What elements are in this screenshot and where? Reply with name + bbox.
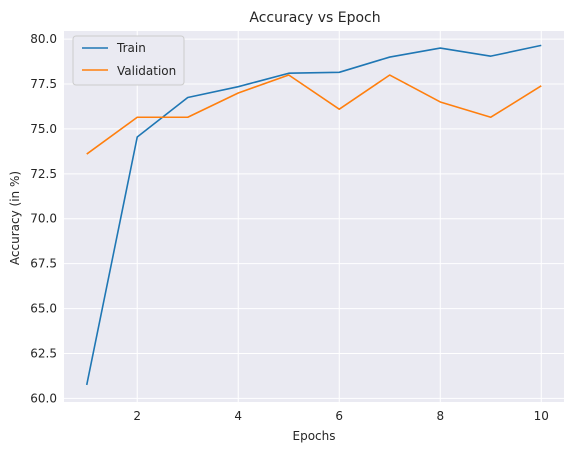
legend-label-validation: Validation (117, 64, 176, 78)
x-tick-label: 4 (234, 409, 242, 423)
y-tick-label: 65.0 (30, 302, 57, 316)
plot-area (64, 31, 564, 402)
x-tick-labels: 2 4 6 8 10 (133, 409, 549, 423)
y-tick-label: 62.5 (30, 346, 57, 360)
y-tick-labels: 60.0 62.5 65.0 67.5 70.0 72.5 75.0 77.5 80.0 (30, 32, 57, 405)
y-tick-label: 67.5 (30, 257, 57, 271)
x-tick-label: 2 (133, 409, 141, 423)
chart-title: Accuracy vs Epoch (249, 10, 380, 26)
y-tick-label: 77.5 (30, 77, 57, 91)
y-tick-label: 75.0 (30, 122, 57, 136)
series-line-validation (86, 74, 542, 155)
x-axis-label: Epochs (293, 429, 336, 443)
series-group (85, 44, 542, 386)
y-tick-label: 70.0 (30, 212, 57, 226)
legend: Train Validation (72, 35, 185, 86)
y-tick-label: 72.5 (30, 167, 57, 181)
x-tick-label: 10 (534, 409, 549, 423)
y-tick-label: 80.0 (30, 32, 57, 46)
x-tick-label: 6 (335, 409, 343, 423)
y-axis-label: Accuracy (in %) (8, 171, 22, 265)
y-tick-label: 60.0 (30, 391, 57, 405)
legend-label-train: Train (116, 41, 146, 55)
x-tick-label: 8 (436, 409, 444, 423)
